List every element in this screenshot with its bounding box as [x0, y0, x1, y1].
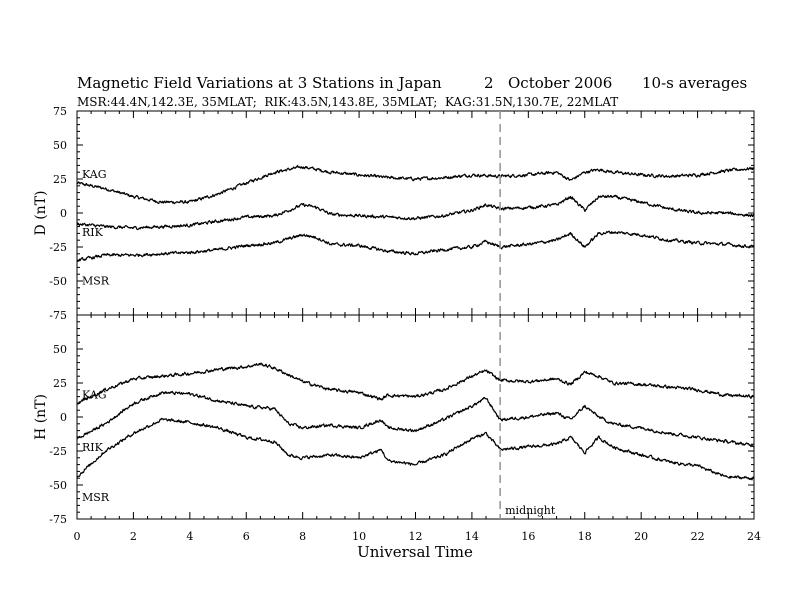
chart-averaging: 10-s averages [642, 74, 747, 92]
series-label-h-rik: RIK [82, 441, 104, 454]
midnight-label: midnight [505, 504, 556, 517]
series-label-d-msr: MSR [82, 275, 110, 288]
y-tick-label: 25 [53, 377, 67, 390]
x-tick-label: 8 [299, 530, 306, 543]
series-line-d-msr [76, 230, 755, 262]
x-tick-label: 16 [521, 530, 535, 543]
y-tick-label: -50 [49, 479, 67, 492]
y-tick-label: -75 [49, 309, 67, 322]
chart-date-day: 2 [484, 74, 494, 92]
x-tick-label: 2 [130, 530, 137, 543]
x-tick-label: 22 [691, 530, 705, 543]
x-tick-label: 24 [747, 530, 761, 543]
y-tick-label: 0 [60, 411, 67, 424]
x-axis: 0 2 4 6 8 10 12 14 16 18 20 22 24 [74, 111, 761, 543]
y-tick-label: -75 [49, 513, 67, 526]
panel-d: 75 50 25 0 -25 -50 -75 KAG RIK MSR D (nT) [33, 105, 755, 322]
y-tick-label: -50 [49, 275, 67, 288]
panel-d-y-axis: 75 50 25 0 -25 -50 -75 [49, 105, 754, 322]
y-tick-label: 75 [53, 105, 67, 118]
series-line-h-msr [76, 417, 755, 481]
y-tick-label: -25 [49, 241, 67, 254]
y-tick-label: 50 [53, 139, 67, 152]
series-line-d-rik [76, 194, 755, 231]
chart-title: Magnetic Field Variations at 3 Stations … [77, 74, 442, 92]
series-line-d-kag [76, 164, 755, 205]
panel-h-frame [76, 314, 755, 520]
x-tick-label: 4 [186, 530, 193, 543]
series-label-h-msr: MSR [82, 491, 110, 504]
y-tick-label: -25 [49, 445, 67, 458]
panel-d-ylabel: D (nT) [33, 191, 49, 236]
panel-h: 50 25 0 -25 -50 -75 KAG RIK MSR H (nT) [33, 314, 755, 526]
series-label-d-kag: KAG [82, 168, 107, 181]
station-coordinates: MSR:44.4N,142.3E, 35MLAT; RIK:43.5N,143.… [77, 95, 618, 109]
x-tick-label: 20 [634, 530, 648, 543]
panel-d-frame [76, 110, 755, 316]
panel-h-y-axis: 50 25 0 -25 -50 -75 [49, 314, 754, 526]
series-label-h-kag: KAG [82, 388, 107, 401]
x-axis-title: Universal Time [357, 543, 473, 561]
chart-date-month-year: October 2006 [508, 74, 612, 92]
panel-h-ylabel: H (nT) [33, 394, 49, 440]
panel-h-series-labels: KAG RIK MSR [82, 388, 110, 503]
panel-h-series [76, 362, 755, 481]
series-line-h-rik [76, 390, 755, 448]
panel-d-series [76, 164, 755, 262]
series-label-d-rik: RIK [82, 226, 104, 239]
x-tick-label: 6 [243, 530, 250, 543]
x-tick-label: 0 [74, 530, 81, 543]
x-tick-label: 18 [578, 530, 592, 543]
y-tick-label: 25 [53, 173, 67, 186]
series-line-h-kag [76, 362, 755, 405]
y-tick-label: 50 [53, 343, 67, 356]
x-tick-label: 12 [409, 530, 423, 543]
y-tick-label: 0 [60, 207, 67, 220]
x-tick-label: 14 [465, 530, 479, 543]
x-tick-label: 10 [352, 530, 366, 543]
panel-d-series-labels: KAG RIK MSR [82, 168, 110, 288]
